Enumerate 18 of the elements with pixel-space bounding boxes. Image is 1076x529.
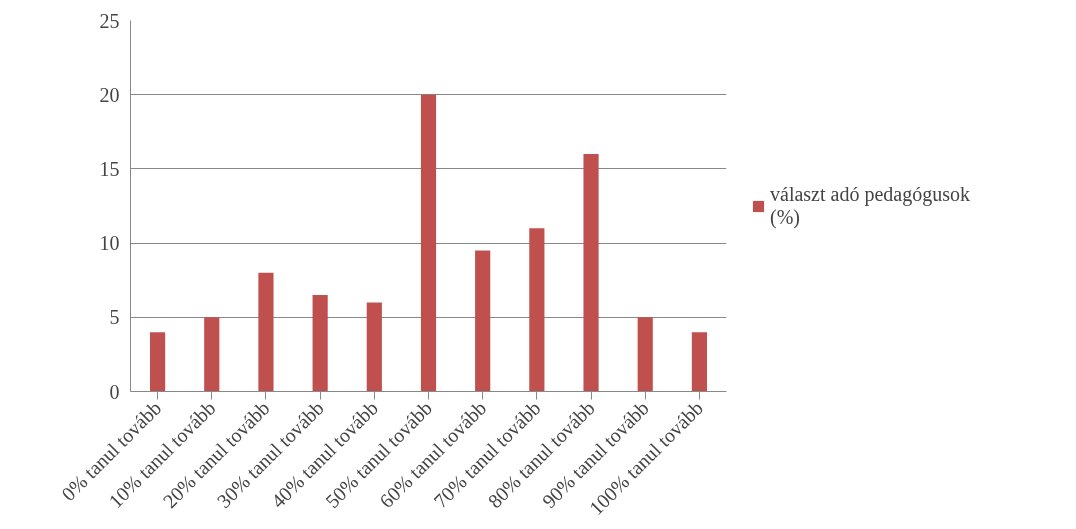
bar [366,302,382,392]
bar [204,317,220,392]
bar [691,332,707,392]
bar [258,272,274,392]
bar [150,332,166,392]
bar [583,154,599,392]
y-tick-label: 0 [109,380,120,403]
bar [475,250,491,392]
y-tick-label: 15 [99,157,120,180]
legend-label: választ adó pedagógusok (%) [770,182,970,229]
bar [312,295,328,392]
y-tick-label: 10 [99,232,120,255]
y-tick-label: 20 [99,83,120,106]
y-tick-label: 25 [99,9,120,32]
bar [637,317,653,392]
bar [420,94,437,392]
y-tick-label: 5 [109,306,120,329]
bar [529,228,545,392]
